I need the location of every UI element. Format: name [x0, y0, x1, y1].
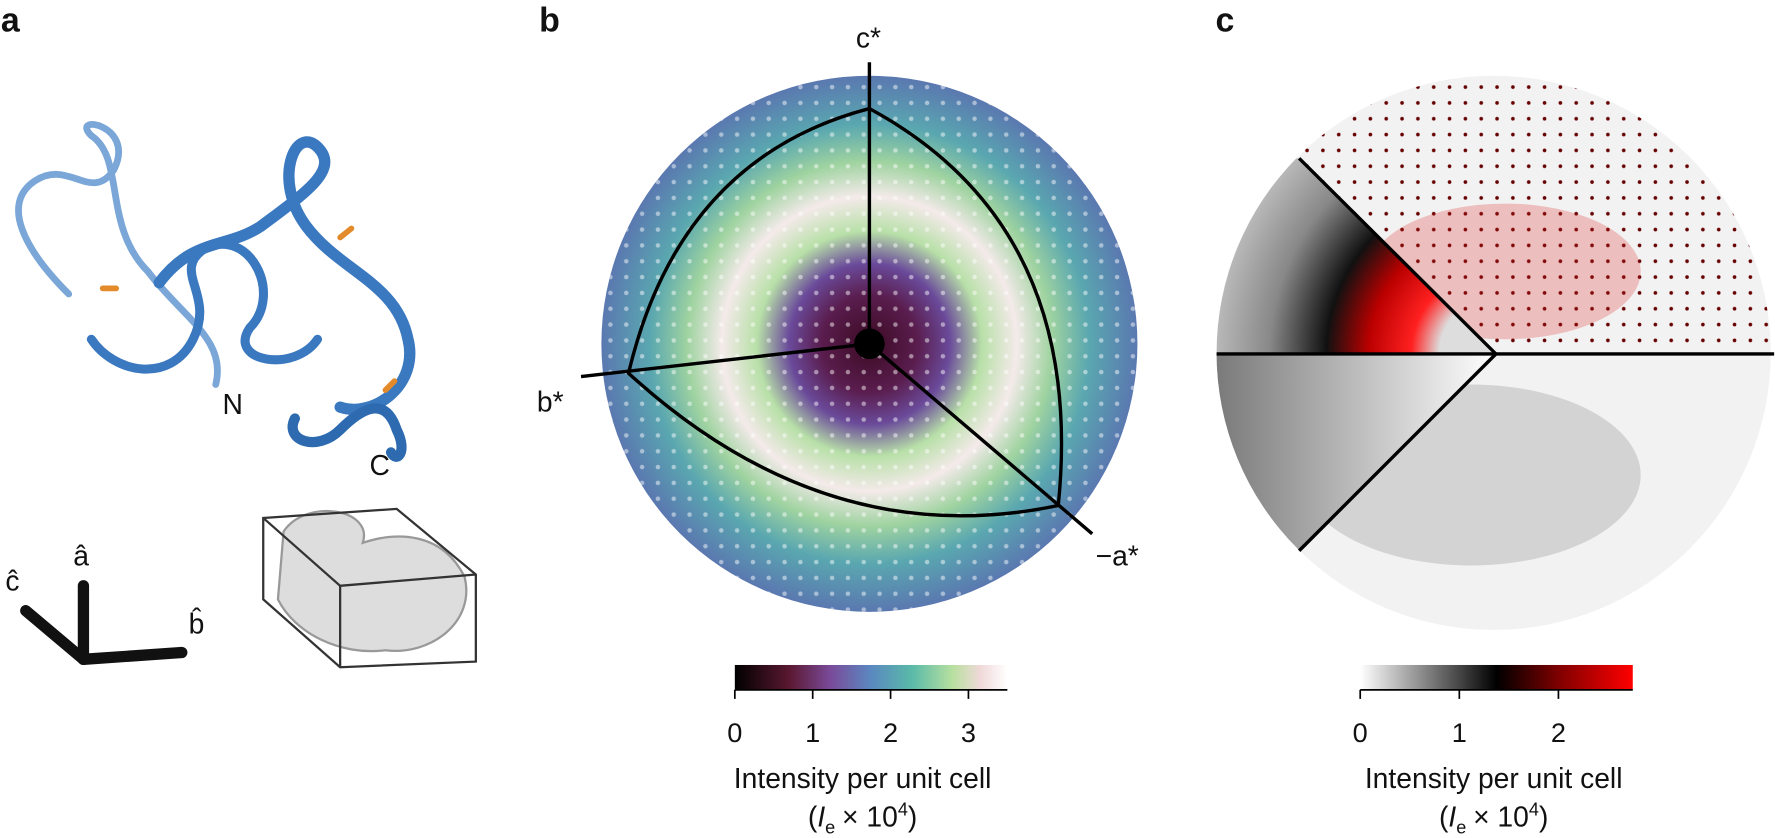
envelope-box	[262, 507, 477, 669]
panel-label: c	[1215, 2, 1234, 40]
colorbar-unit: (Ie × 104)	[808, 799, 917, 837]
colorbar-tick-label: 1	[1452, 717, 1467, 748]
colorbar-title: Intensity per unit cell	[734, 762, 992, 794]
axis-label: â	[73, 539, 89, 571]
colorbar-tick-label: 1	[805, 717, 820, 748]
colorbar-tick-label: 2	[1551, 717, 1566, 748]
axis-triad	[20, 580, 188, 665]
axis-label: ĉ	[5, 564, 19, 596]
diffuse-map	[1216, 75, 1771, 630]
colorbar	[1360, 664, 1633, 690]
colorbar-tick-label: 2	[883, 717, 898, 748]
axis-label: −a*	[1096, 539, 1139, 571]
reciprocal-axes	[580, 62, 1094, 536]
axis-label: b*	[537, 386, 564, 418]
panel-label: a	[1, 2, 21, 40]
colorbar	[734, 664, 1008, 690]
terminus-label: N	[223, 388, 243, 420]
colorbar-ticks: 0 1 2	[1353, 689, 1633, 748]
colorbar-title: Intensity per unit cell	[1365, 762, 1623, 794]
colorbar-tick-label: 3	[961, 717, 976, 748]
colorbar-unit: (Ie × 104)	[1439, 799, 1548, 837]
colorbar-ticks: 0 1 2 3	[727, 689, 1008, 748]
colorbar-tick-label: 0	[727, 717, 742, 748]
colorbar-tick-label: 0	[1353, 717, 1368, 748]
protein-ribbon	[15, 121, 416, 462]
panel-label: b	[539, 2, 560, 40]
terminus-label: C	[370, 449, 390, 481]
axis-label: b̂	[189, 607, 205, 639]
wedge-lines	[1216, 157, 1775, 552]
axis-label: c*	[856, 21, 881, 53]
